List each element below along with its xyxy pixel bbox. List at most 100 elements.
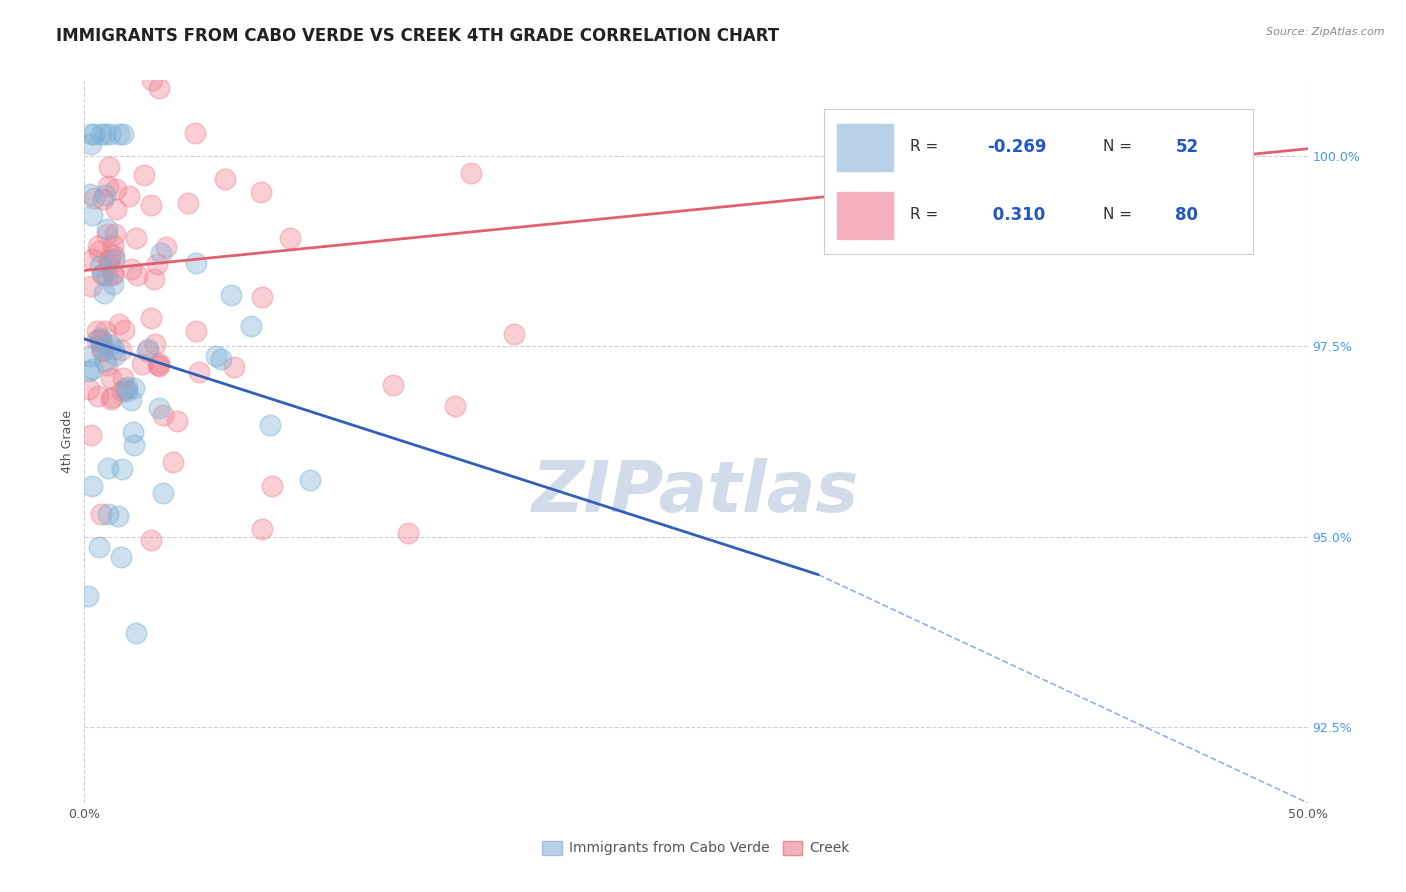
Point — [121, 425, 143, 439]
Point — [104, 182, 127, 196]
Point — [87, 541, 110, 555]
Point — [101, 277, 124, 291]
Point — [80, 279, 103, 293]
Point — [80, 428, 103, 442]
Point — [82, 208, 104, 222]
Point — [90, 507, 112, 521]
Point — [148, 401, 170, 415]
Point — [120, 261, 142, 276]
Point — [120, 392, 142, 407]
Point — [107, 508, 129, 523]
Point — [103, 252, 125, 266]
Point — [183, 126, 205, 140]
Point — [105, 202, 128, 217]
Point — [101, 266, 124, 280]
Point — [146, 257, 169, 271]
Point — [209, 352, 232, 367]
Point — [177, 195, 200, 210]
Point — [83, 127, 105, 141]
Point — [94, 188, 117, 202]
Point — [278, 230, 301, 244]
Legend: Immigrants from Cabo Verde, Creek: Immigrants from Cabo Verde, Creek — [537, 835, 855, 861]
Point — [155, 240, 177, 254]
Point — [110, 549, 132, 564]
Point — [299, 473, 322, 487]
Point — [131, 357, 153, 371]
Point — [205, 350, 228, 364]
Point — [107, 317, 129, 331]
Point — [117, 380, 139, 394]
Point — [100, 371, 122, 385]
Point — [94, 353, 117, 368]
Point — [111, 371, 134, 385]
Point — [111, 127, 134, 141]
Point — [148, 359, 170, 373]
Point — [219, 288, 242, 302]
Point — [184, 324, 207, 338]
Point — [93, 324, 115, 338]
Point — [77, 364, 100, 378]
Point — [148, 356, 170, 370]
Point — [152, 408, 174, 422]
Point — [502, 327, 524, 342]
Point — [145, 337, 167, 351]
Point — [101, 391, 124, 405]
Point — [79, 137, 101, 152]
Point — [89, 333, 111, 347]
Point — [396, 525, 419, 540]
Point — [141, 73, 163, 87]
Point — [90, 343, 112, 358]
Point — [443, 399, 465, 413]
Point — [83, 191, 105, 205]
Point — [103, 248, 125, 262]
Point — [110, 343, 132, 358]
Point — [118, 189, 141, 203]
Point — [80, 127, 103, 141]
Point — [166, 414, 188, 428]
Point — [98, 258, 121, 272]
Point — [97, 460, 120, 475]
Point — [104, 348, 127, 362]
Point — [146, 358, 169, 372]
Point — [103, 342, 125, 356]
Point — [100, 248, 122, 262]
Point — [91, 343, 114, 357]
Point — [114, 382, 136, 396]
Point — [122, 438, 145, 452]
Point — [98, 337, 121, 351]
Point — [184, 256, 207, 270]
Point — [80, 349, 103, 363]
Point — [139, 533, 162, 547]
Point — [96, 268, 118, 283]
Point — [139, 311, 162, 326]
Point — [80, 362, 103, 376]
Point — [222, 359, 245, 374]
Point — [259, 418, 281, 433]
Point — [101, 268, 124, 282]
Point — [90, 338, 112, 352]
Point — [91, 192, 114, 206]
Point — [152, 486, 174, 500]
Point — [86, 324, 108, 338]
Point — [150, 245, 173, 260]
Point — [240, 319, 263, 334]
Point — [87, 244, 110, 258]
Point — [90, 334, 112, 349]
Point — [77, 382, 100, 396]
Point — [214, 172, 236, 186]
Point — [79, 186, 101, 201]
Point — [142, 271, 165, 285]
Point — [98, 127, 121, 141]
Point — [98, 252, 121, 267]
Point — [124, 625, 146, 640]
Point — [97, 160, 120, 174]
Point — [89, 259, 111, 273]
Point — [82, 479, 104, 493]
Point — [90, 267, 112, 281]
Point — [77, 589, 100, 603]
Point — [101, 238, 124, 252]
Point — [86, 333, 108, 347]
Point — [91, 267, 114, 281]
Point — [115, 384, 138, 399]
Point — [148, 80, 170, 95]
